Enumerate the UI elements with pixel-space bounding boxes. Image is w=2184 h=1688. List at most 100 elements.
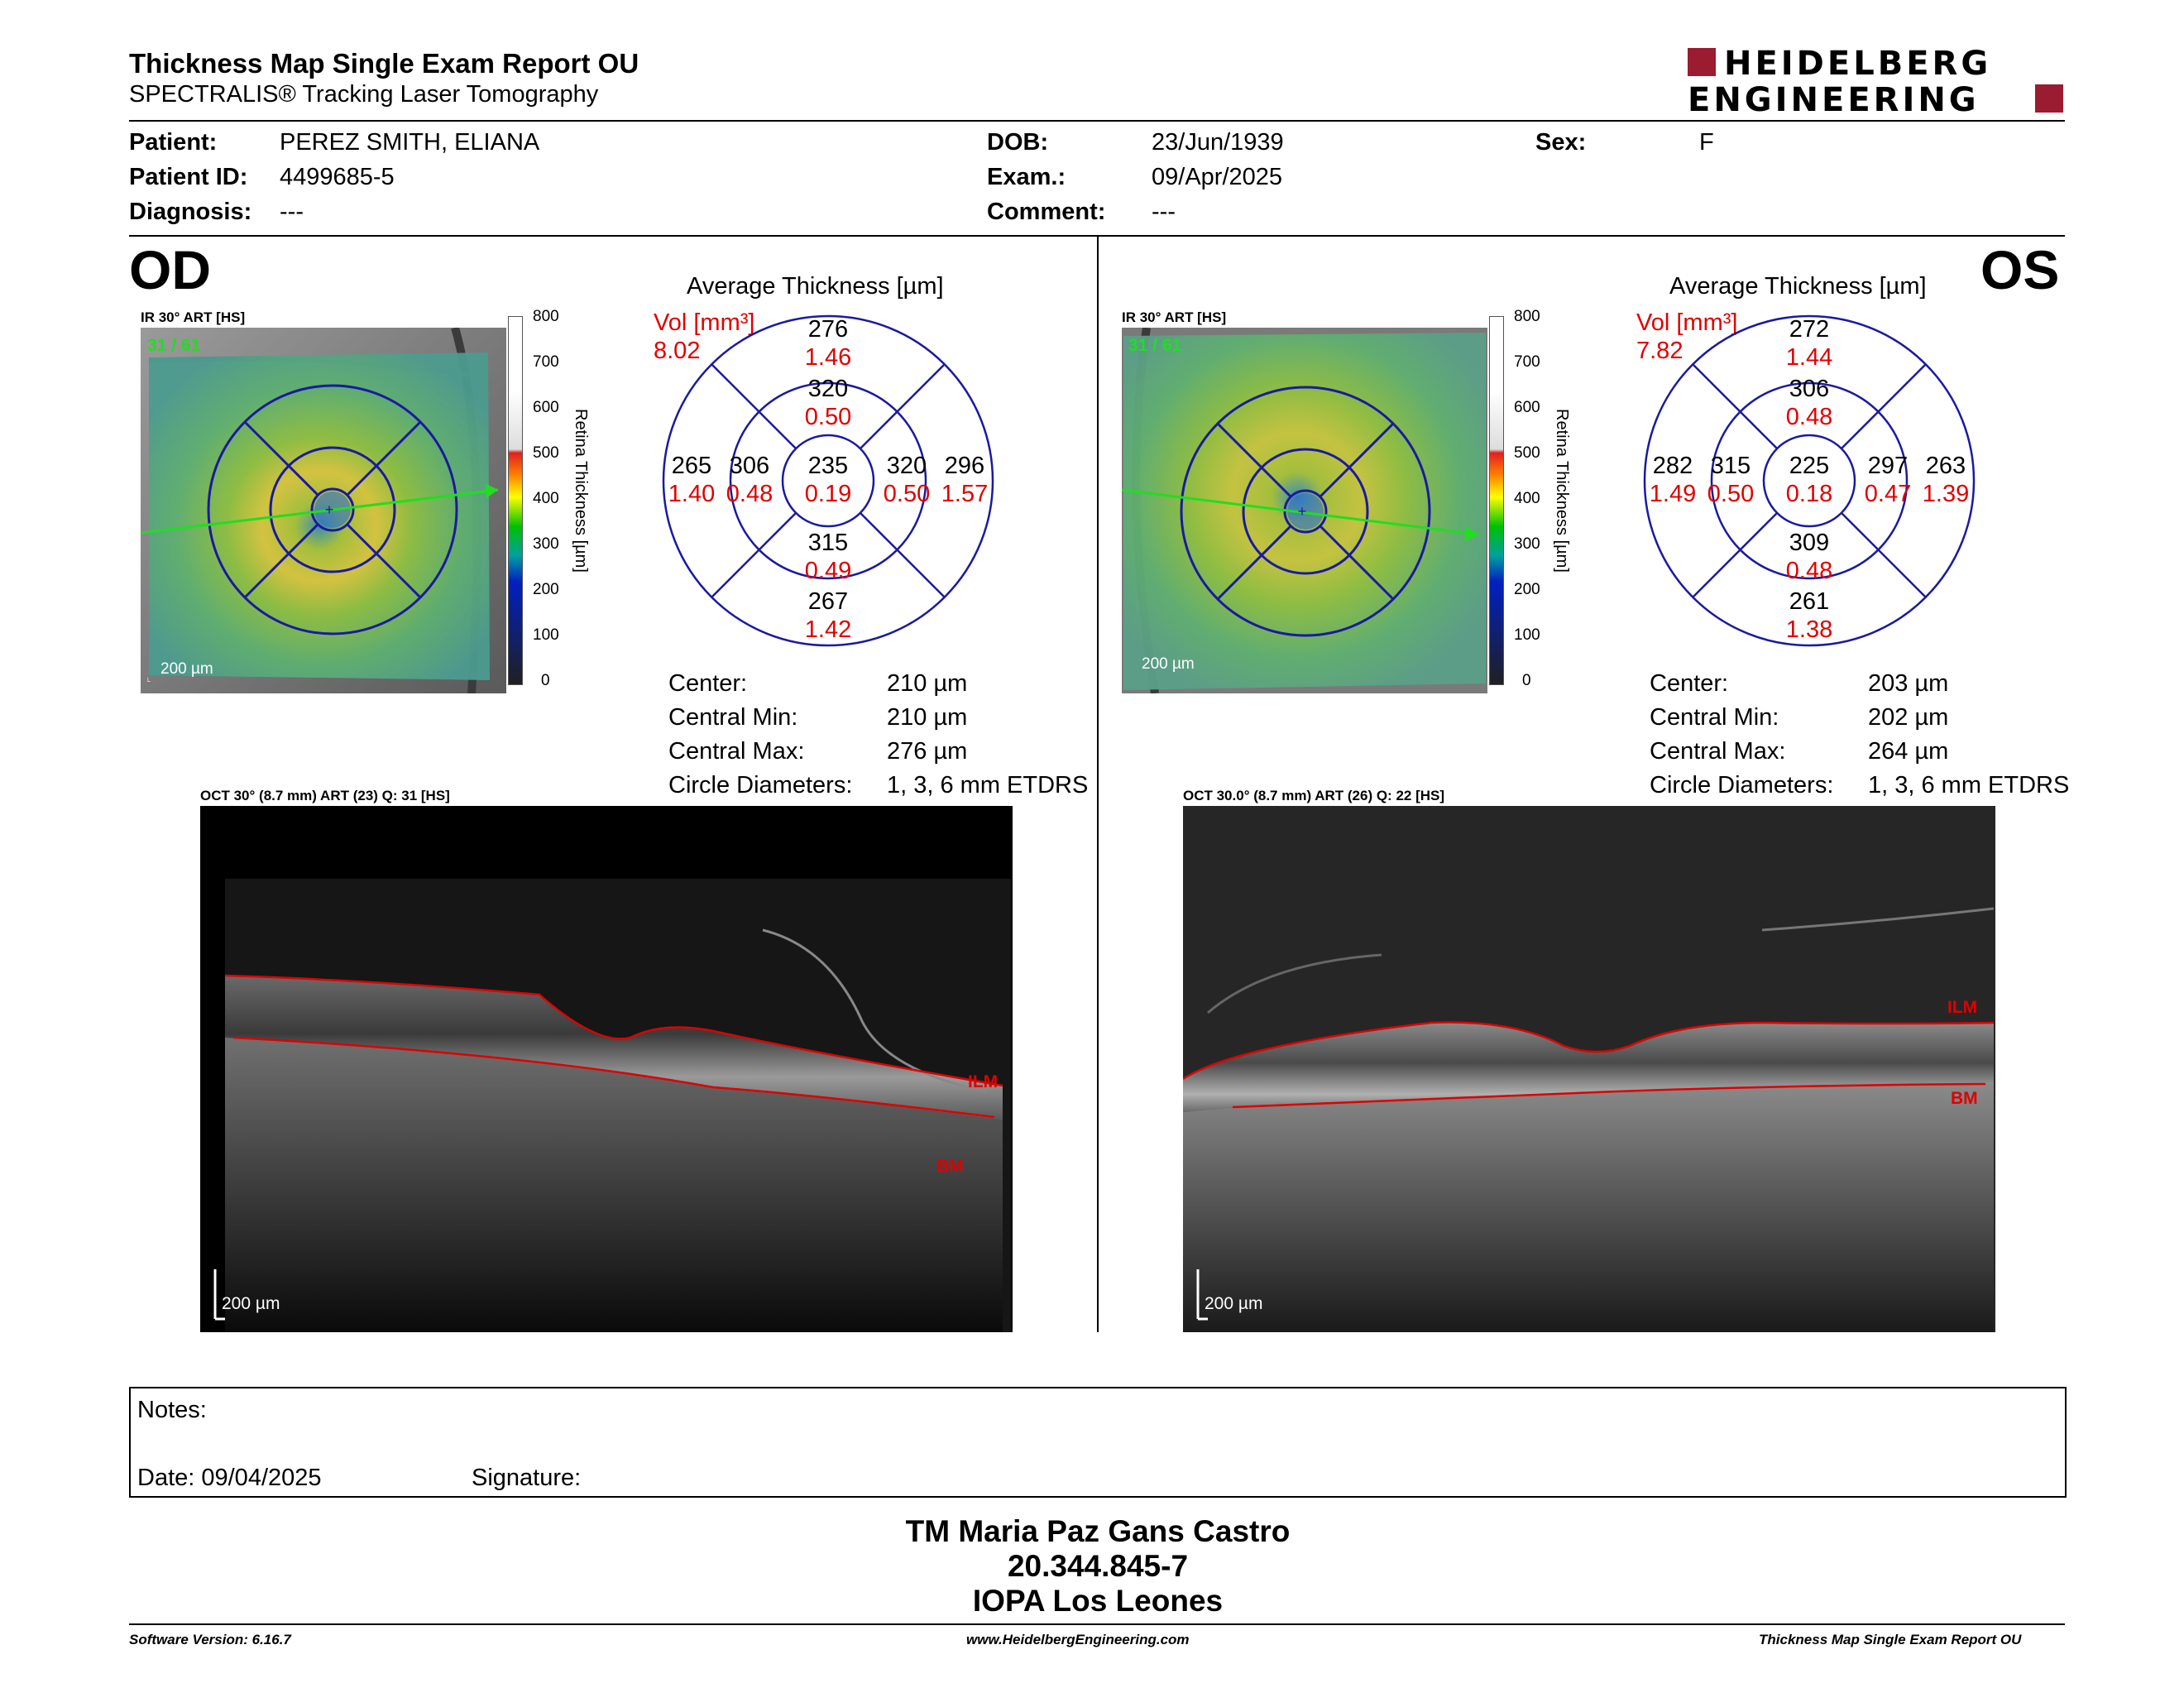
od-tick-300: 300	[533, 535, 559, 553]
os-scale: 200 µm	[1142, 655, 1195, 673]
os-eye-label: OS	[1980, 239, 2060, 300]
os-inner-sup-vol: 0.48	[1786, 404, 1832, 430]
os-colorbar-label: Retina Thickness [µm]	[1553, 409, 1571, 573]
od-tick-200: 200	[533, 581, 559, 598]
od-etdrs-grid: 276 1.46 320 0.50 265 1.40 306 0.48 235 …	[662, 314, 994, 647]
svg-text:└: └	[146, 677, 151, 685]
os-vol-label: Vol [mm³]	[1636, 309, 1738, 336]
signature-id: 20.344.845-7	[1007, 1549, 1189, 1583]
od-inner-sup-vol: 0.50	[805, 404, 851, 430]
od-center-label: Center:	[668, 670, 748, 697]
diagnosis-label: Diagnosis:	[129, 199, 252, 225]
od-center-vol: 0.19	[805, 481, 851, 507]
od-colorbar-label: Retina Thickness [µm]	[572, 409, 590, 573]
logo-text-2: ENGINEERING	[1688, 81, 1980, 119]
od-outer-nas-vol: 1.57	[941, 481, 988, 507]
os-tick-700: 700	[1514, 353, 1540, 371]
od-max-label: Central Max:	[668, 738, 805, 765]
od-outer-nas: 296	[945, 453, 984, 479]
patient-label: Patient:	[129, 129, 218, 156]
os-vol-value: 7.82	[1636, 338, 1684, 364]
dob-label: DOB:	[987, 129, 1049, 156]
od-oct-bscan: ILM BM 200 µm	[200, 806, 1013, 1332]
od-ir-label: IR 30° ART [HS]	[141, 309, 246, 325]
os-outer-nas-vol: 1.39	[1923, 481, 1969, 507]
os-outer-inf-vol: 1.38	[1786, 616, 1832, 643]
os-tick-100: 100	[1514, 626, 1540, 644]
od-eye-label: OD	[129, 239, 211, 300]
os-tick-600: 600	[1514, 399, 1540, 416]
od-outer-inf: 267	[808, 588, 848, 615]
os-tick-800: 800	[1514, 308, 1540, 325]
od-min-label: Central Min:	[668, 704, 798, 731]
os-tick-0: 0	[1522, 672, 1531, 689]
report-title: Thickness Map Single Exam Report OU	[129, 48, 639, 79]
comment-label: Comment:	[987, 199, 1106, 225]
od-inner-temp-vol: 0.48	[726, 481, 773, 507]
od-frames: 31 / 61	[147, 336, 201, 355]
os-diam-label: Circle Diameters:	[1650, 772, 1834, 798]
os-outer-sup-vol: 1.44	[1786, 344, 1832, 371]
od-outer-sup: 276	[808, 316, 848, 343]
os-colorbar-ticks: 800 700 600 500 400 300 200 100 0	[1514, 308, 1552, 692]
od-diam-label: Circle Diameters:	[668, 772, 853, 798]
os-oct-label: OCT 30.0° (8.7 mm) ART (26) Q: 22 [HS]	[1183, 788, 1445, 803]
od-tick-600: 600	[533, 399, 559, 416]
signature-institution: IOPA Los Leones	[972, 1584, 1224, 1618]
od-max-value: 276 µm	[887, 738, 968, 765]
notes-date: Date: 09/04/2025	[137, 1465, 322, 1491]
os-inner-temp-vol: 0.50	[1707, 481, 1754, 507]
os-tick-500: 500	[1514, 444, 1540, 462]
svg-text:+: +	[1298, 503, 1307, 520]
od-bm-label: BM	[936, 1157, 964, 1176]
os-outer-sup: 272	[1789, 316, 1829, 343]
os-outer-inf: 261	[1789, 588, 1829, 615]
os-min-label: Central Min:	[1650, 704, 1779, 731]
comment-value: ---	[1152, 199, 1176, 225]
od-outer-temp: 265	[672, 453, 711, 479]
os-avg-title: Average Thickness [µm]	[1669, 273, 1927, 300]
patient-id-label: Patient ID:	[129, 164, 248, 190]
od-fundus-image: + └ 31 / 61 200 µm	[141, 328, 506, 693]
od-inner-sup: 320	[808, 376, 848, 402]
od-tick-100: 100	[533, 626, 559, 644]
website-link[interactable]: www.HeidelbergEngineering.com	[966, 1632, 1190, 1647]
od-inner-nas: 320	[887, 453, 927, 479]
footer-report-name: Thickness Map Single Exam Report OU	[1759, 1632, 2022, 1647]
os-tick-200: 200	[1514, 581, 1540, 598]
od-outer-temp-vol: 1.40	[668, 481, 715, 507]
logo-text-1: HEIDELBERG	[1724, 45, 1992, 83]
os-thickness-map: +	[1122, 328, 1487, 693]
footer-divider	[129, 1623, 2065, 1625]
os-center-value: 203 µm	[1868, 670, 1949, 697]
od-oct-drawing	[213, 879, 1011, 1332]
sex-value: F	[1699, 129, 1714, 156]
exam-label: Exam.:	[987, 164, 1066, 190]
od-vol-value: 8.02	[654, 338, 701, 364]
notes-box[interactable]: Notes: Date: 09/04/2025 Signature:	[129, 1387, 2067, 1498]
diagnosis-value: ---	[280, 199, 304, 225]
os-diam-value: 1, 3, 6 mm ETDRS	[1868, 772, 2070, 798]
os-inner-nas: 297	[1868, 453, 1908, 479]
os-max-value: 264 µm	[1868, 738, 1949, 765]
notes-label: Notes:	[137, 1397, 207, 1423]
os-oct-drawing	[1183, 806, 1995, 1332]
patient-name: PEREZ SMITH, ELIANA	[280, 129, 540, 156]
eye-divider	[1097, 237, 1099, 1332]
os-frames: 31 / 61	[1128, 336, 1182, 355]
od-thickness-map: + └	[141, 328, 506, 693]
os-ilm-label: ILM	[1947, 998, 1978, 1017]
os-center: 225	[1789, 453, 1829, 479]
os-inner-inf-vol: 0.48	[1786, 558, 1832, 584]
os-bm-label: BM	[1951, 1089, 1978, 1108]
os-outer-nas: 263	[1926, 453, 1966, 479]
os-oct-scale: 200 µm	[1205, 1294, 1263, 1313]
os-max-label: Central Max:	[1650, 738, 1786, 765]
od-vol-label: Vol [mm³]	[654, 309, 755, 336]
od-tick-400: 400	[533, 490, 559, 507]
patient-id: 4499685-5	[280, 164, 395, 190]
os-inner-nas-vol: 0.47	[1865, 481, 1911, 507]
heidelberg-logo: HEIDELBERG ENGINEERING	[1688, 45, 2068, 119]
od-colorbar-ticks: 800 700 600 500 400 300 200 100 0	[533, 308, 571, 692]
exam-value: 09/Apr/2025	[1152, 164, 1283, 190]
